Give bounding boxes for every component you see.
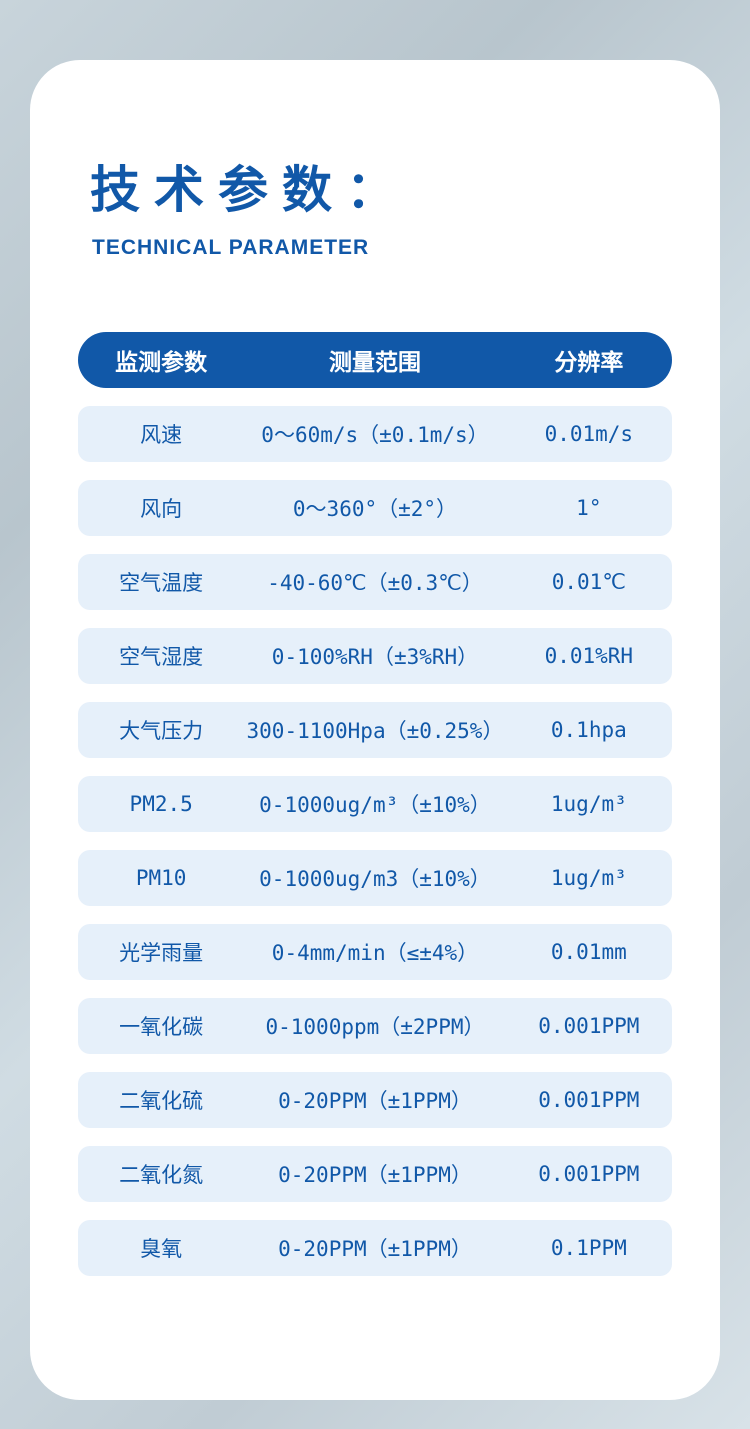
- cell-range: -40-60℃（±0.3℃）: [244, 567, 505, 597]
- table-row: PM100-1000ug/m3（±10%）1ug/m³: [78, 850, 672, 906]
- cell-range: 300-1100Hpa（±0.25%）: [244, 715, 505, 745]
- cell-resolution: 0.01mm: [506, 940, 672, 964]
- cell-resolution: 1ug/m³: [506, 866, 672, 890]
- title-en: TECHNICAL PARAMETER: [92, 236, 672, 260]
- title-cn: 技术参数：: [90, 150, 672, 222]
- cell-resolution: 0.001PPM: [506, 1162, 672, 1186]
- table-body: 风速0～60m/s（±0.1m/s）0.01m/s 风向0～360°（±2°）1°…: [78, 406, 672, 1276]
- table-row: 空气湿度0-100%RH（±3%RH）0.01%RH: [78, 628, 672, 684]
- cell-param: 空气湿度: [78, 641, 244, 671]
- cell-param: 光学雨量: [78, 937, 244, 967]
- cell-range: 0～60m/s（±0.1m/s）: [244, 419, 505, 449]
- cell-param: 风向: [78, 493, 244, 523]
- table-row: 臭氧0-20PPM（±1PPM）0.1PPM: [78, 1220, 672, 1276]
- table-row: 光学雨量0-4mm/min（≤±4%）0.01mm: [78, 924, 672, 980]
- cell-range: 0-100%RH（±3%RH）: [244, 641, 505, 671]
- cell-resolution: 0.001PPM: [506, 1088, 672, 1112]
- cell-range: 0-20PPM（±1PPM）: [244, 1159, 505, 1189]
- cell-range: 0～360°（±2°）: [244, 493, 505, 523]
- cell-range: 0-20PPM（±1PPM）: [244, 1233, 505, 1263]
- cell-resolution: 0.01m/s: [506, 422, 672, 446]
- table-row: 一氧化碳0-1000ppm（±2PPM）0.001PPM: [78, 998, 672, 1054]
- spec-card: 技术参数： TECHNICAL PARAMETER 监测参数 测量范围 分辨率 …: [30, 60, 720, 1400]
- table-row: 大气压力300-1100Hpa（±0.25%）0.1hpa: [78, 702, 672, 758]
- cell-resolution: 0.1hpa: [506, 718, 672, 742]
- col-header-range: 测量范围: [244, 343, 505, 377]
- cell-param: 空气温度: [78, 567, 244, 597]
- cell-param: PM10: [78, 866, 244, 890]
- table-row: 空气温度-40-60℃（±0.3℃）0.01℃: [78, 554, 672, 610]
- table-row: PM2.50-1000ug/m³（±10%）1ug/m³: [78, 776, 672, 832]
- cell-range: 0-1000ug/m3（±10%）: [244, 863, 505, 893]
- cell-resolution: 1°: [506, 496, 672, 520]
- col-header-param: 监测参数: [78, 343, 244, 377]
- cell-param: PM2.5: [78, 792, 244, 816]
- cell-param: 臭氧: [78, 1233, 244, 1263]
- cell-resolution: 1ug/m³: [506, 792, 672, 816]
- cell-range: 0-4mm/min（≤±4%）: [244, 937, 505, 967]
- cell-resolution: 0.01℃: [506, 570, 672, 594]
- col-header-resolution: 分辨率: [506, 343, 672, 377]
- table-row: 二氧化氮0-20PPM（±1PPM）0.001PPM: [78, 1146, 672, 1202]
- table-row: 二氧化硫0-20PPM（±1PPM）0.001PPM: [78, 1072, 672, 1128]
- cell-param: 风速: [78, 419, 244, 449]
- cell-param: 大气压力: [78, 715, 244, 745]
- cell-param: 二氧化氮: [78, 1159, 244, 1189]
- cell-range: 0-20PPM（±1PPM）: [244, 1085, 505, 1115]
- cell-resolution: 0.001PPM: [506, 1014, 672, 1038]
- cell-param: 二氧化硫: [78, 1085, 244, 1115]
- table-header: 监测参数 测量范围 分辨率: [78, 332, 672, 388]
- cell-range: 0-1000ppm（±2PPM）: [244, 1011, 505, 1041]
- cell-range: 0-1000ug/m³（±10%）: [244, 789, 505, 819]
- table-row: 风速0～60m/s（±0.1m/s）0.01m/s: [78, 406, 672, 462]
- cell-param: 一氧化碳: [78, 1011, 244, 1041]
- cell-resolution: 0.1PPM: [506, 1236, 672, 1260]
- cell-resolution: 0.01%RH: [506, 644, 672, 668]
- table-row: 风向0～360°（±2°）1°: [78, 480, 672, 536]
